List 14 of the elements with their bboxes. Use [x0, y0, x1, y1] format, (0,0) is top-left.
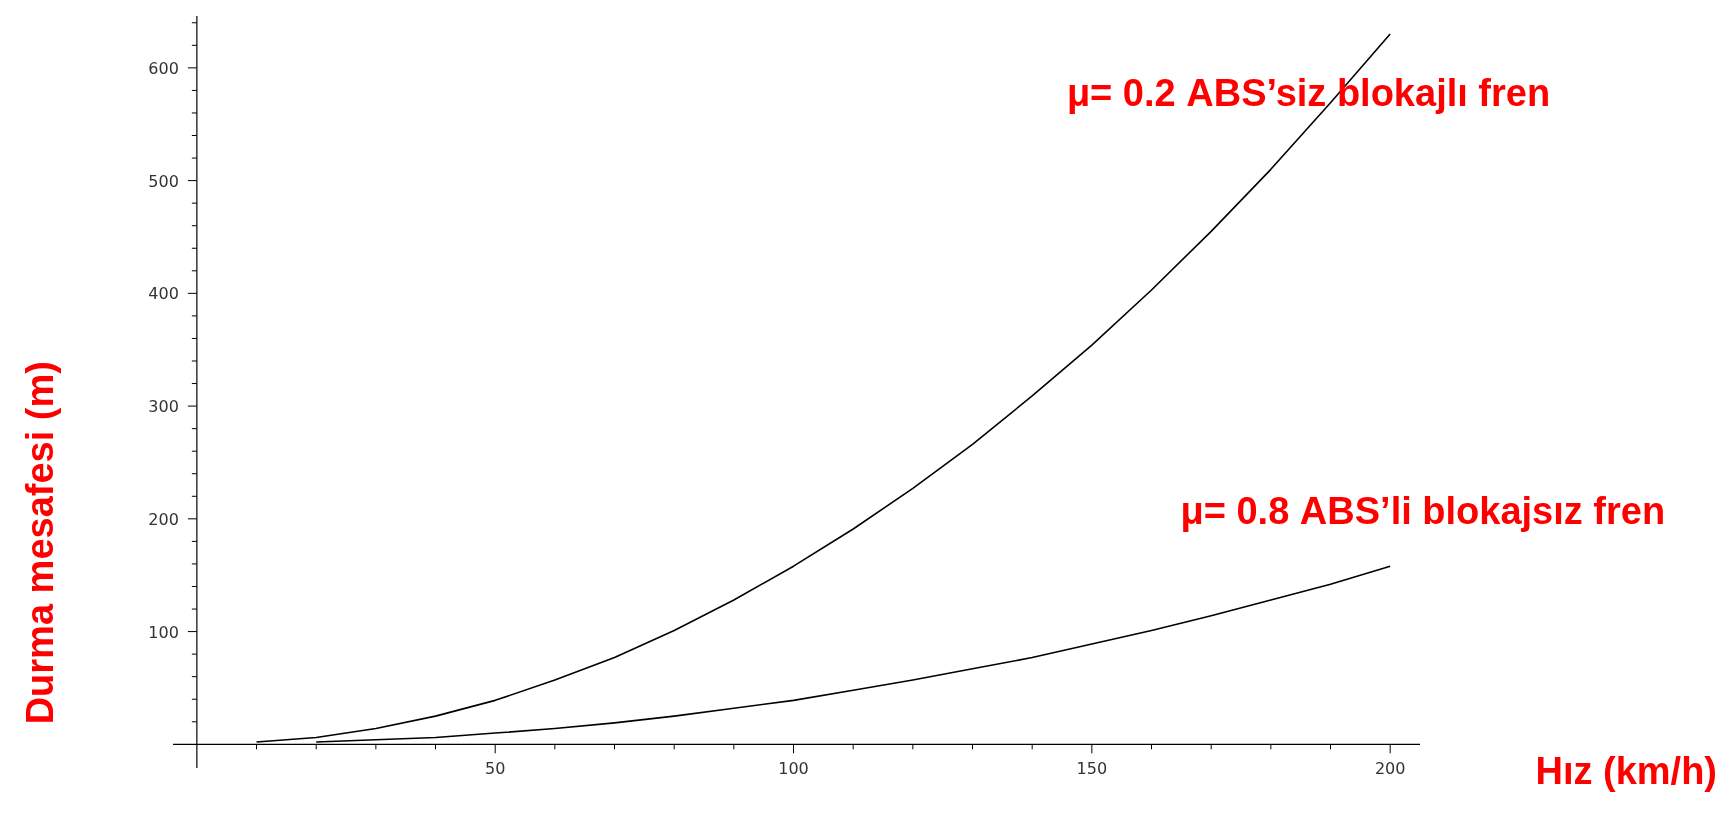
- y-tick-label: 600: [148, 58, 179, 78]
- y-tick-label: 500: [148, 171, 179, 191]
- x-tick-label: 50: [485, 759, 506, 779]
- y-tick-label: 200: [148, 509, 179, 529]
- x-tick-label: 100: [778, 759, 809, 779]
- x-tick-label: 200: [1374, 759, 1406, 779]
- series-label: μ= 0.8 ABS’li blokajsız fren: [1180, 490, 1666, 533]
- y-tick-label: 100: [148, 622, 179, 642]
- x-tick-label: 150: [1076, 759, 1108, 779]
- series-label: μ= 0.2 ABS’siz blokajlı fren: [1066, 72, 1551, 115]
- y-tick-label: 300: [148, 397, 179, 417]
- x-axis-title: Hız (km/h): [1535, 750, 1717, 793]
- y-axis-title: Durma mesafesi (m): [19, 361, 61, 725]
- y-tick-label: 400: [148, 284, 179, 304]
